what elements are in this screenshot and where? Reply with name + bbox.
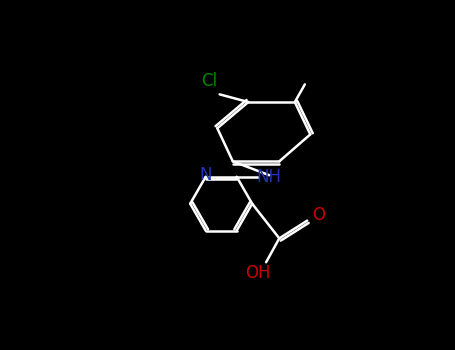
Text: Cl: Cl [201,71,217,90]
Text: O: O [312,206,325,224]
Text: NH: NH [257,168,282,186]
Text: N: N [199,166,212,184]
Text: OH: OH [246,264,271,282]
